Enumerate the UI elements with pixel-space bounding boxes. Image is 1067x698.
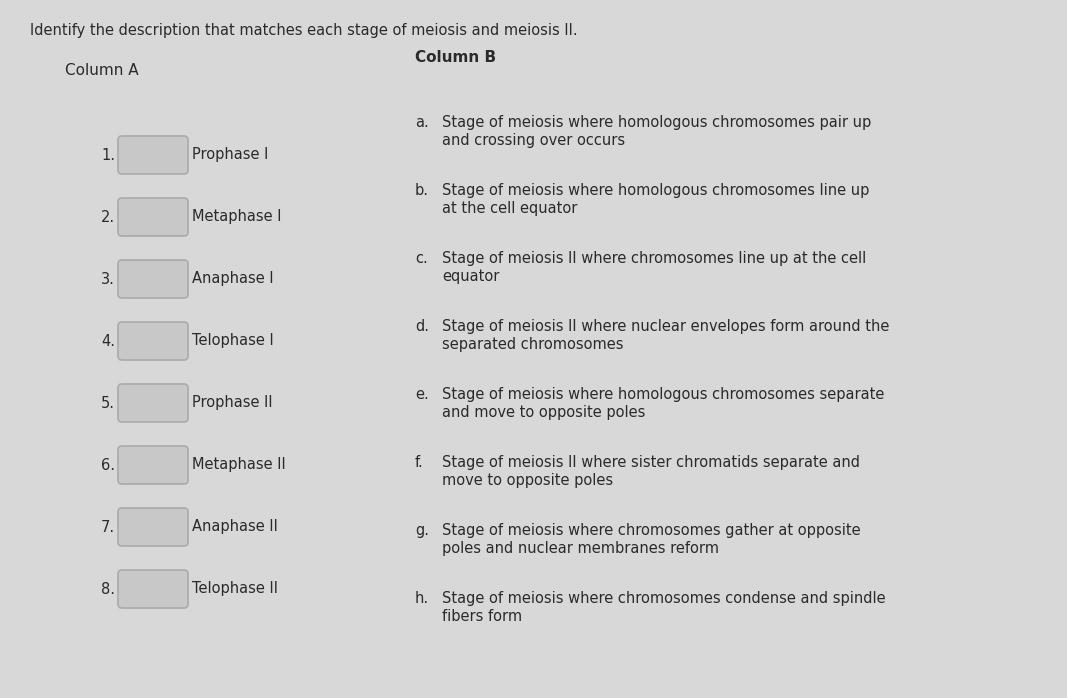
Text: Anaphase I: Anaphase I xyxy=(192,272,273,286)
Text: e.: e. xyxy=(415,387,429,402)
Text: equator: equator xyxy=(442,269,499,284)
Text: Anaphase II: Anaphase II xyxy=(192,519,277,535)
Text: Column A: Column A xyxy=(65,63,139,78)
Text: Metaphase I: Metaphase I xyxy=(192,209,282,225)
Text: f.: f. xyxy=(415,455,424,470)
Text: 4.: 4. xyxy=(101,334,115,348)
FancyBboxPatch shape xyxy=(118,322,188,360)
Text: Telophase I: Telophase I xyxy=(192,334,274,348)
FancyBboxPatch shape xyxy=(118,136,188,174)
Text: Stage of meiosis II where sister chromatids separate and: Stage of meiosis II where sister chromat… xyxy=(442,455,860,470)
Text: 6.: 6. xyxy=(101,457,115,473)
FancyBboxPatch shape xyxy=(118,384,188,422)
Text: b.: b. xyxy=(415,183,429,198)
FancyBboxPatch shape xyxy=(118,570,188,608)
Text: at the cell equator: at the cell equator xyxy=(442,201,577,216)
Text: Stage of meiosis where chromosomes gather at opposite: Stage of meiosis where chromosomes gathe… xyxy=(442,523,861,538)
FancyBboxPatch shape xyxy=(118,260,188,298)
Text: fibers form: fibers form xyxy=(442,609,522,624)
FancyBboxPatch shape xyxy=(118,198,188,236)
Text: a.: a. xyxy=(415,115,429,130)
Text: 7.: 7. xyxy=(101,519,115,535)
Text: Identify the description that matches each stage of meiosis and meiosis II.: Identify the description that matches ea… xyxy=(30,23,577,38)
Text: Prophase I: Prophase I xyxy=(192,147,269,163)
Text: Metaphase II: Metaphase II xyxy=(192,457,286,473)
Text: 8.: 8. xyxy=(101,581,115,597)
Text: Telophase II: Telophase II xyxy=(192,581,278,597)
Text: Stage of meiosis where homologous chromosomes separate: Stage of meiosis where homologous chromo… xyxy=(442,387,885,402)
FancyBboxPatch shape xyxy=(118,508,188,546)
Text: Stage of meiosis where chromosomes condense and spindle: Stage of meiosis where chromosomes conde… xyxy=(442,591,886,606)
Text: Stage of meiosis II where chromosomes line up at the cell: Stage of meiosis II where chromosomes li… xyxy=(442,251,866,266)
Text: d.: d. xyxy=(415,319,429,334)
FancyBboxPatch shape xyxy=(118,446,188,484)
Text: Column B: Column B xyxy=(415,50,496,65)
Text: 5.: 5. xyxy=(101,396,115,410)
Text: Stage of meiosis II where nuclear envelopes form around the: Stage of meiosis II where nuclear envelo… xyxy=(442,319,890,334)
Text: separated chromosomes: separated chromosomes xyxy=(442,337,623,352)
Text: h.: h. xyxy=(415,591,429,606)
Text: Stage of meiosis where homologous chromosomes line up: Stage of meiosis where homologous chromo… xyxy=(442,183,870,198)
Text: and move to opposite poles: and move to opposite poles xyxy=(442,405,646,420)
Text: 3.: 3. xyxy=(101,272,115,286)
Text: Prophase II: Prophase II xyxy=(192,396,273,410)
Text: 1.: 1. xyxy=(101,147,115,163)
Text: Stage of meiosis where homologous chromosomes pair up: Stage of meiosis where homologous chromo… xyxy=(442,115,872,130)
Text: g.: g. xyxy=(415,523,429,538)
Text: 2.: 2. xyxy=(101,209,115,225)
Text: move to opposite poles: move to opposite poles xyxy=(442,473,614,488)
Text: poles and nuclear membranes reform: poles and nuclear membranes reform xyxy=(442,541,719,556)
Text: and crossing over occurs: and crossing over occurs xyxy=(442,133,625,148)
Text: c.: c. xyxy=(415,251,428,266)
